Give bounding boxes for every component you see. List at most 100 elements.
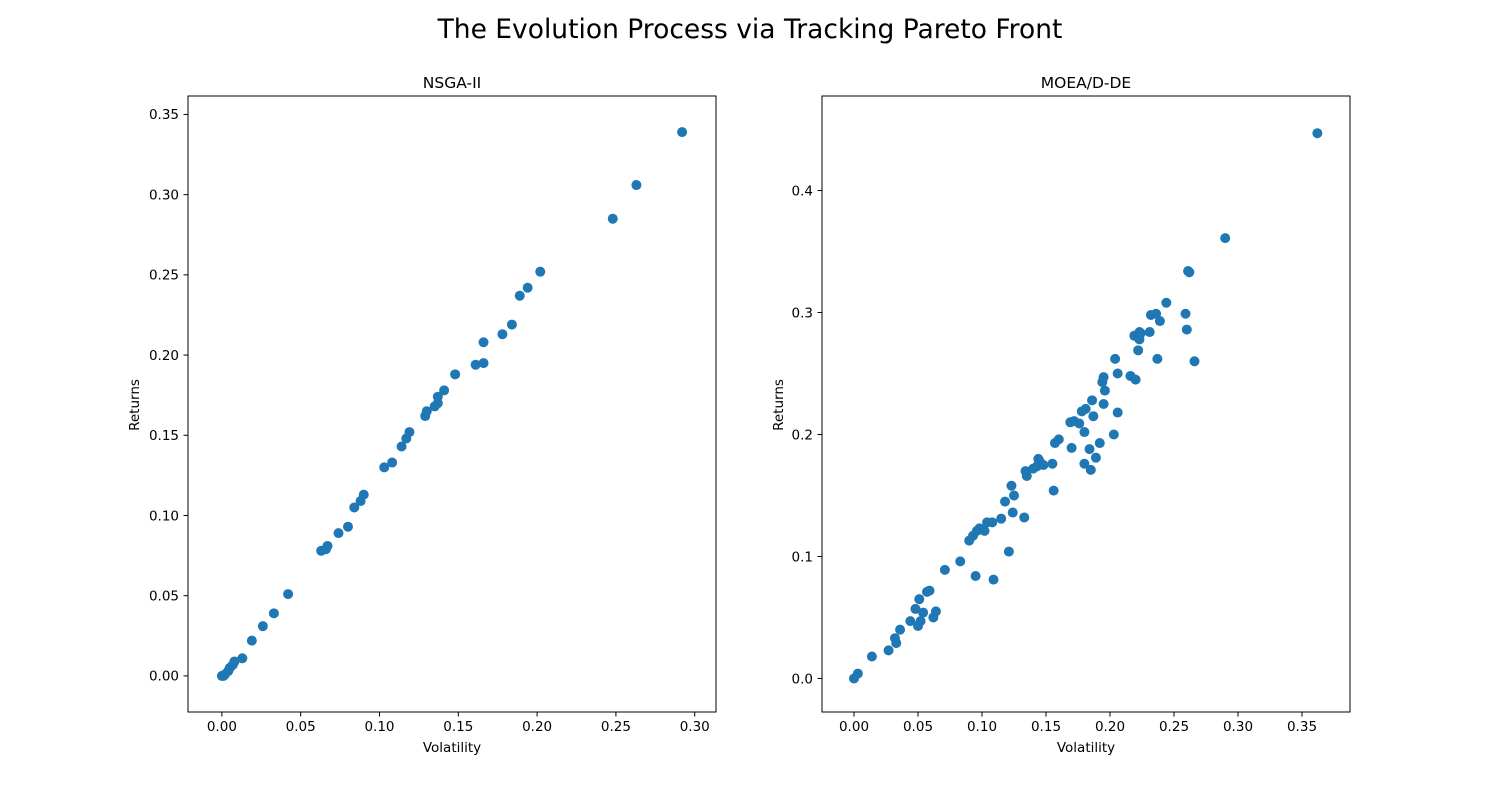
- y-tick-label: 0.05: [149, 588, 179, 604]
- plot-frame: [821, 95, 1351, 713]
- x-ticks: 0.00 0.05 0.10 0.15 0.20 0.25 0.30 0.35: [839, 712, 1317, 735]
- x-ticks: 0.00 0.05 0.10 0.15 0.20 0.25 0.30: [207, 712, 710, 735]
- scatter-point: [866, 651, 877, 662]
- x-tick-label: 0.20: [1095, 719, 1125, 735]
- x-tick-label: 0.15: [443, 719, 473, 735]
- scatter-point: [1084, 444, 1095, 455]
- scatter-point: [283, 589, 294, 600]
- x-tick-label: 0.25: [601, 719, 631, 735]
- scatter-point: [1003, 546, 1014, 557]
- y-tick-label: 0.3: [792, 305, 813, 321]
- scatter-point: [522, 282, 533, 293]
- scatter-point: [506, 319, 517, 330]
- x-tick-label: 0.00: [839, 719, 869, 735]
- figure-suptitle: The Evolution Process via Tracking Paret…: [437, 14, 1063, 45]
- scatter-point: [1151, 308, 1162, 319]
- scatter-point: [1312, 128, 1323, 139]
- x-tick-label: 0.25: [1159, 719, 1189, 735]
- scatter-point: [1047, 458, 1058, 469]
- scatter-point: [1144, 327, 1155, 338]
- scatter-point: [1066, 442, 1077, 453]
- scatter-point: [237, 653, 248, 664]
- y-tick-label: 0.20: [149, 348, 179, 364]
- scatter-point: [1079, 458, 1090, 469]
- scatter-point: [1074, 418, 1085, 429]
- plot-frame: [187, 95, 717, 713]
- scatter-point: [1189, 356, 1200, 367]
- scatter-point: [497, 329, 508, 340]
- scatter-point: [1181, 324, 1192, 335]
- y-tick-label: 0.2: [792, 427, 813, 443]
- y-axis-label: Returns: [771, 379, 787, 431]
- scatter-point: [246, 635, 257, 646]
- scatter-point: [1180, 308, 1191, 319]
- scatter-point: [631, 180, 642, 191]
- scatter-point: [1133, 345, 1144, 356]
- scatter-point: [607, 213, 618, 224]
- scatter-point: [1021, 470, 1032, 481]
- scatter-point: [939, 564, 950, 575]
- scatter-point: [914, 594, 925, 605]
- y-ticks: 0.00 0.05 0.10 0.15 0.20 0.25 0.30 0.35: [149, 107, 188, 685]
- x-tick-label: 0.00: [207, 719, 237, 735]
- scatter-point: [257, 621, 268, 632]
- y-tick-label: 0.15: [149, 428, 179, 444]
- scatter-point: [1110, 353, 1121, 364]
- scatter-point: [1161, 297, 1172, 308]
- scatter-points: [216, 127, 688, 681]
- x-tick-label: 0.20: [522, 719, 552, 735]
- y-tick-label: 0.1: [792, 549, 813, 565]
- scatter-point: [905, 616, 916, 627]
- scatter-point: [333, 528, 344, 539]
- scatter-point: [432, 391, 443, 402]
- scatter-point: [535, 266, 546, 277]
- scatter-point: [918, 607, 929, 618]
- scatter-point: [1088, 411, 1099, 422]
- scatter-point: [1048, 485, 1059, 496]
- scatter-point: [421, 406, 432, 417]
- x-tick-label: 0.35: [1287, 719, 1317, 735]
- scatter-point: [924, 585, 935, 596]
- scatter-point: [478, 337, 489, 348]
- scatter-point: [677, 127, 688, 138]
- y-tick-label: 0.4: [792, 183, 813, 199]
- scatter-point: [379, 462, 390, 473]
- subplot-title: NSGA-II: [423, 74, 481, 92]
- scatter-point: [1009, 490, 1019, 501]
- subplot-title: MOEA/D-DE: [1041, 74, 1131, 92]
- scatter-point: [478, 358, 489, 369]
- scatter-point: [1085, 464, 1096, 475]
- scatter-point: [1090, 452, 1101, 463]
- y-axis-label: Returns: [127, 379, 143, 431]
- scatter-point: [1130, 374, 1141, 385]
- scatter-point: [1007, 507, 1018, 518]
- y-tick-label: 0.30: [149, 187, 179, 203]
- scatter-point: [387, 457, 398, 468]
- scatter-point: [979, 525, 990, 536]
- y-tick-label: 0.35: [149, 107, 179, 123]
- scatter-point: [1135, 328, 1146, 339]
- scatter-point: [229, 656, 240, 667]
- scatter-point: [852, 668, 863, 679]
- scatter-point: [396, 441, 407, 452]
- scatter-point: [1000, 496, 1011, 507]
- scatter-point: [514, 290, 525, 301]
- scatter-point: [988, 574, 999, 585]
- scatter-point: [891, 638, 902, 649]
- scatter-point: [1053, 434, 1064, 445]
- scatter-point: [1006, 480, 1017, 491]
- scatter-point: [268, 608, 279, 619]
- scatter-point: [322, 540, 333, 551]
- x-tick-label: 0.05: [286, 719, 316, 735]
- scatter-point: [1080, 403, 1091, 414]
- scatter-point: [1098, 399, 1109, 409]
- scatter-point: [910, 603, 921, 614]
- scatter-point: [1220, 233, 1231, 244]
- scatter-point: [1079, 427, 1090, 438]
- x-axis-label: Volatility: [1057, 740, 1115, 756]
- y-tick-label: 0.00: [149, 669, 179, 685]
- scatter-point: [470, 359, 481, 370]
- y-tick-label: 0.25: [149, 268, 179, 284]
